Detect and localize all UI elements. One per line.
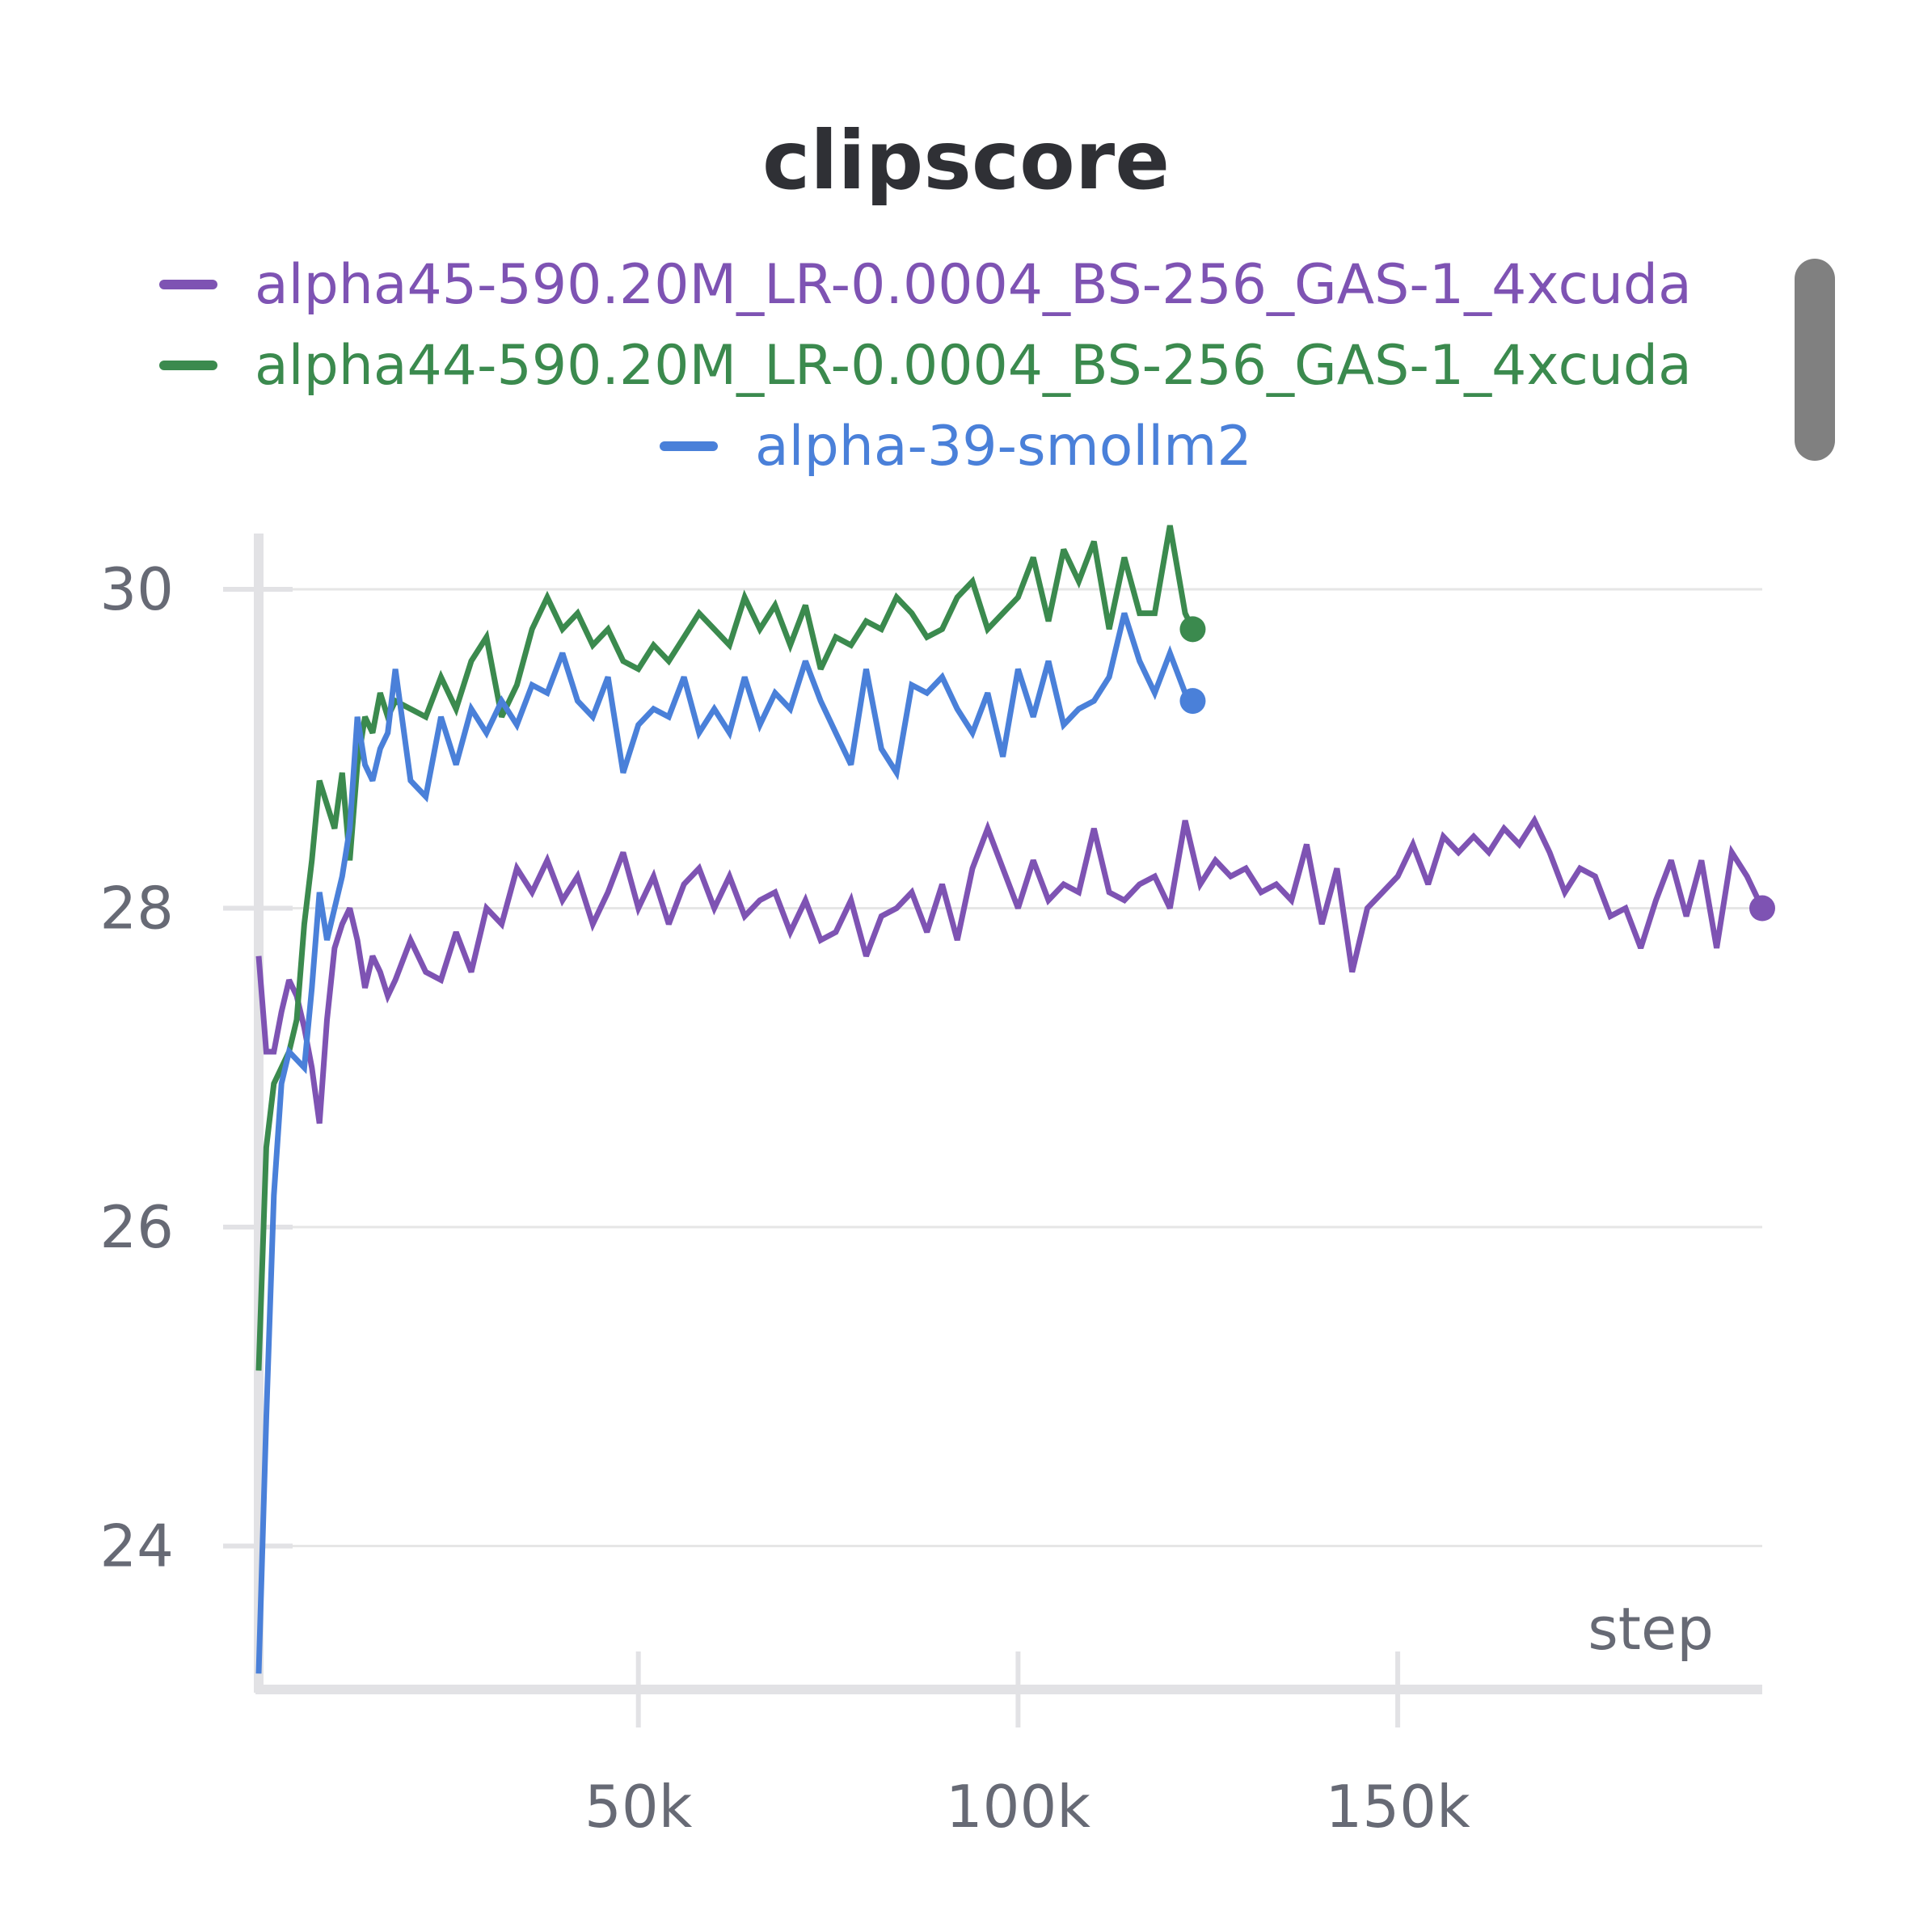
- legend-item[interactable]: alpha45-590.20M_LR-0.0004_BS-256_GAS-1_4…: [159, 244, 1692, 325]
- x-tick-label: 50k: [584, 1773, 693, 1841]
- x-tick-label: 150k: [1326, 1773, 1470, 1841]
- series-end-point-2: [1179, 688, 1206, 715]
- legend-scrollbar[interactable]: [1795, 259, 1835, 461]
- legend-label: alpha44-590.20M_LR-0.0004_BS-256_GAS-1_4…: [255, 333, 1692, 398]
- series-end-point-1: [1179, 616, 1206, 643]
- series-line-2: [255, 612, 1196, 1674]
- series-line-0: [255, 814, 1765, 1124]
- legend-item[interactable]: alpha44-590.20M_LR-0.0004_BS-256_GAS-1_4…: [159, 325, 1692, 406]
- x-axis-label: step: [1588, 1595, 1714, 1663]
- legend-label: alpha-39-smollm2: [755, 414, 1252, 479]
- legend-swatch-alpha44: [159, 361, 217, 370]
- series-line-1: [255, 525, 1196, 1371]
- y-tick-label: 30: [99, 555, 174, 623]
- y-tick-label: 28: [99, 875, 174, 943]
- legend-item[interactable]: alpha-39-smollm2: [660, 406, 1252, 487]
- legend-swatch-alpha-39: [660, 441, 718, 451]
- y-tick-label: 24: [99, 1512, 174, 1580]
- x-tick-label: 100k: [946, 1773, 1090, 1841]
- legend-swatch-alpha45: [159, 280, 217, 289]
- y-tick-label: 26: [99, 1193, 174, 1261]
- chart-title: clipscore: [761, 113, 1171, 208]
- series-end-point-0: [1749, 895, 1775, 922]
- legend-label: alpha45-590.20M_LR-0.0004_BS-256_GAS-1_4…: [255, 252, 1692, 317]
